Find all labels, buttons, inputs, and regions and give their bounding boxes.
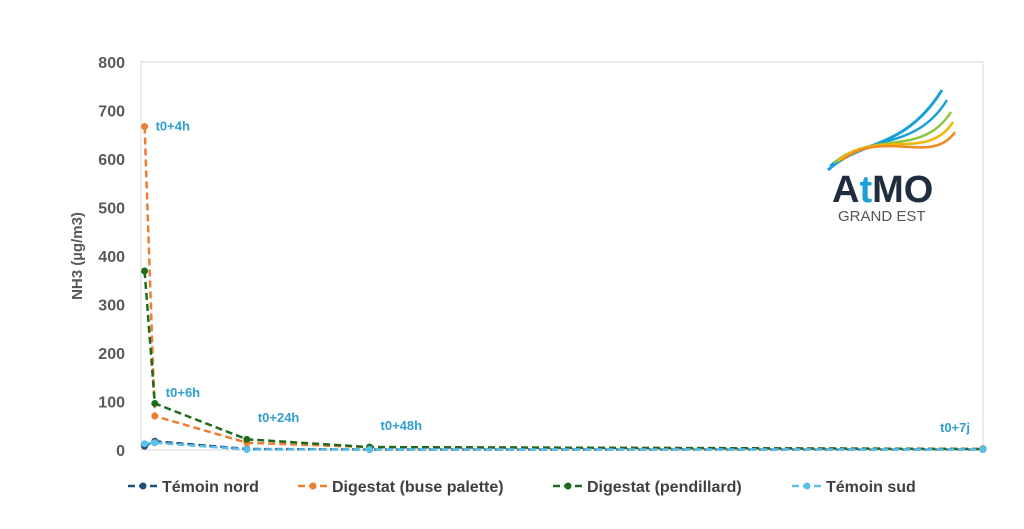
annotation-label: t0+48h [381,418,423,433]
annotation-label: t0+24h [258,410,300,425]
legend-item: Digestat (pendillard) [553,479,742,496]
series-t-moin-sud [141,439,987,454]
data-point [979,446,987,454]
annotation-label: t0+7j [940,420,970,435]
data-point [151,439,159,447]
legend-swatch-marker [803,482,811,490]
y-tick-label: 600 [98,152,125,169]
series-layer [141,123,987,454]
logo-letter-t: t [859,169,872,211]
legend-label: Digestat (pendillard) [587,479,742,496]
y-tick-label: 100 [98,395,125,412]
legend-item: Digestat (buse palette) [298,479,504,496]
legend-label: Digestat (buse palette) [332,479,504,496]
logo-letter-a: A [832,169,859,211]
legend-swatch-marker [309,482,317,490]
annotations: t0+4h t0+6h t0+24h t0+48h t0+7j [156,119,970,436]
legend-swatch-marker [564,482,572,490]
data-point [243,435,251,443]
legend-item: Témoin nord [128,479,259,496]
legend: Témoin nord Digestat (buse palette) Digest… [128,479,916,496]
legend-item: Témoin sud [792,479,916,496]
data-point [141,267,149,275]
legend-label: Témoin sud [826,479,916,496]
data-point [366,446,374,454]
y-tick-label: 800 [98,55,125,72]
y-axis-ticks: 0 100 200 300 400 500 600 700 800 [98,55,125,460]
annotation-label: t0+6h [166,385,200,400]
data-point [151,399,159,407]
legend-label: Témoin nord [162,479,259,496]
annotation-label: t0+4h [156,119,190,134]
y-axis-label: NH3 (µg/m3) [69,212,86,300]
logo-wordmark: AtMO [832,169,933,211]
y-tick-label: 0 [116,443,125,460]
logo-letters-mo: MO [872,169,933,211]
data-point [243,446,251,454]
atmo-grand-est-logo: AtMO GRAND EST [826,89,957,225]
y-tick-label: 400 [98,249,125,266]
y-tick-label: 500 [98,201,125,218]
data-point [141,440,149,448]
plot-border [140,61,984,451]
y-tick-label: 300 [98,298,125,315]
y-tick-label: 700 [98,104,125,121]
logo-subtitle: GRAND EST [838,208,926,225]
logo-swoosh-orange [841,131,957,161]
data-point [151,412,159,420]
plot-area [140,61,984,451]
legend-swatch-marker [139,482,147,490]
data-point [141,123,149,131]
y-tick-label: 200 [98,346,125,363]
